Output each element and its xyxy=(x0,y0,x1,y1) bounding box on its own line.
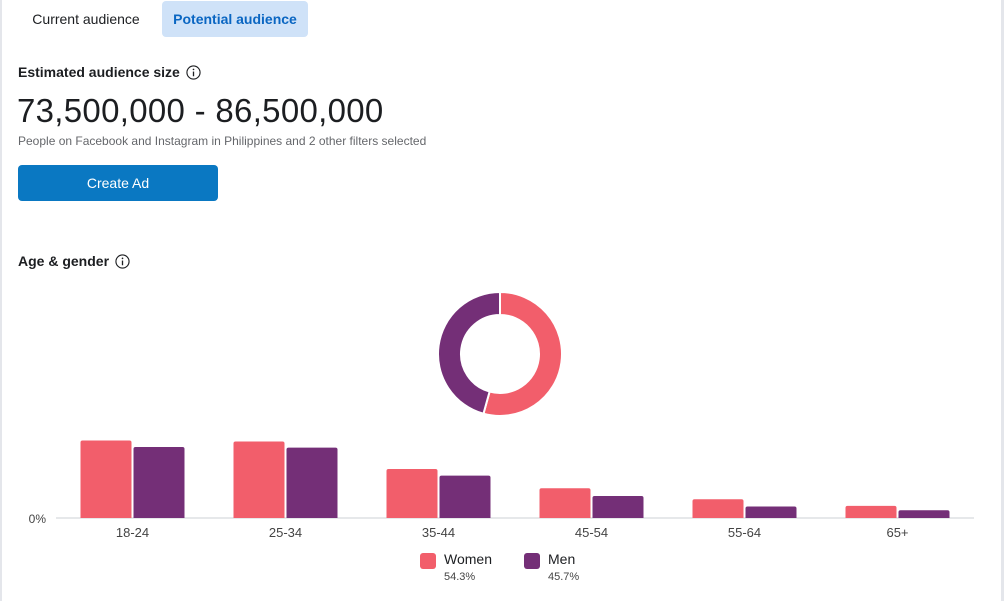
x-tick-label: 25-34 xyxy=(269,525,302,540)
bar-men-35-44[interactable] xyxy=(439,475,491,518)
bar-men-25-34[interactable] xyxy=(286,447,338,518)
legend-men[interactable]: Men 45.7% xyxy=(524,551,579,583)
bar-women-35-44[interactable] xyxy=(386,469,438,518)
age-gender-header: Age & gender xyxy=(18,253,130,269)
bar-women-65+[interactable] xyxy=(845,505,897,518)
y-axis-min-label: 0% xyxy=(29,512,47,526)
info-icon[interactable] xyxy=(186,64,201,80)
age-gender-chart: 0% 18-24 25-34 35-44 45-54 55-64 65+ xyxy=(29,290,974,540)
legend-men-swatch xyxy=(524,553,540,569)
bar-men-45-54[interactable] xyxy=(592,496,644,518)
tab-potential-audience[interactable]: Potential audience xyxy=(162,1,308,37)
bar-men-65+[interactable] xyxy=(898,510,950,518)
bar-women-18-24[interactable] xyxy=(80,440,132,518)
x-tick-label: 45-54 xyxy=(575,525,608,540)
audience-size-range: 73,500,000 - 86,500,000 xyxy=(17,92,384,129)
audience-size-title: Estimated audience size xyxy=(18,64,180,80)
info-icon[interactable] xyxy=(115,253,130,269)
bar-women-45-54[interactable] xyxy=(539,488,591,518)
age-bar-chart: 0% 18-24 25-34 35-44 45-54 55-64 65+ xyxy=(29,440,974,540)
x-tick-label: 35-44 xyxy=(422,525,455,540)
x-tick-label: 18-24 xyxy=(116,525,149,540)
legend-women[interactable]: Women 54.3% xyxy=(420,551,492,583)
panel-right-border xyxy=(1001,0,1004,601)
donut-slice-women[interactable] xyxy=(482,290,563,417)
age-gender-title: Age & gender xyxy=(18,253,110,269)
audience-size-description: People on Facebook and Instagram in Phil… xyxy=(18,134,427,148)
bar-men-18-24[interactable] xyxy=(133,447,185,518)
audience-size-header: Estimated audience size xyxy=(18,64,201,80)
bar-women-25-34[interactable] xyxy=(233,441,285,518)
tab-current-audience[interactable]: Current audience xyxy=(32,11,140,27)
legend-women-swatch xyxy=(420,553,436,569)
legend-women-percent: 54.3% xyxy=(444,571,476,583)
x-tick-label: 65+ xyxy=(886,525,908,540)
panel-left-border xyxy=(0,0,2,601)
legend-women-label: Women xyxy=(444,551,492,567)
x-tick-label: 55-64 xyxy=(728,525,761,540)
bar-women-55-64[interactable] xyxy=(692,499,744,518)
create-ad-button[interactable]: Create Ad xyxy=(18,165,218,201)
donut-slice-men[interactable] xyxy=(437,290,501,415)
bar-men-55-64[interactable] xyxy=(745,506,797,518)
legend-men-percent: 45.7% xyxy=(548,571,580,583)
legend-men-label: Men xyxy=(548,551,576,567)
gender-donut-chart xyxy=(437,290,563,417)
